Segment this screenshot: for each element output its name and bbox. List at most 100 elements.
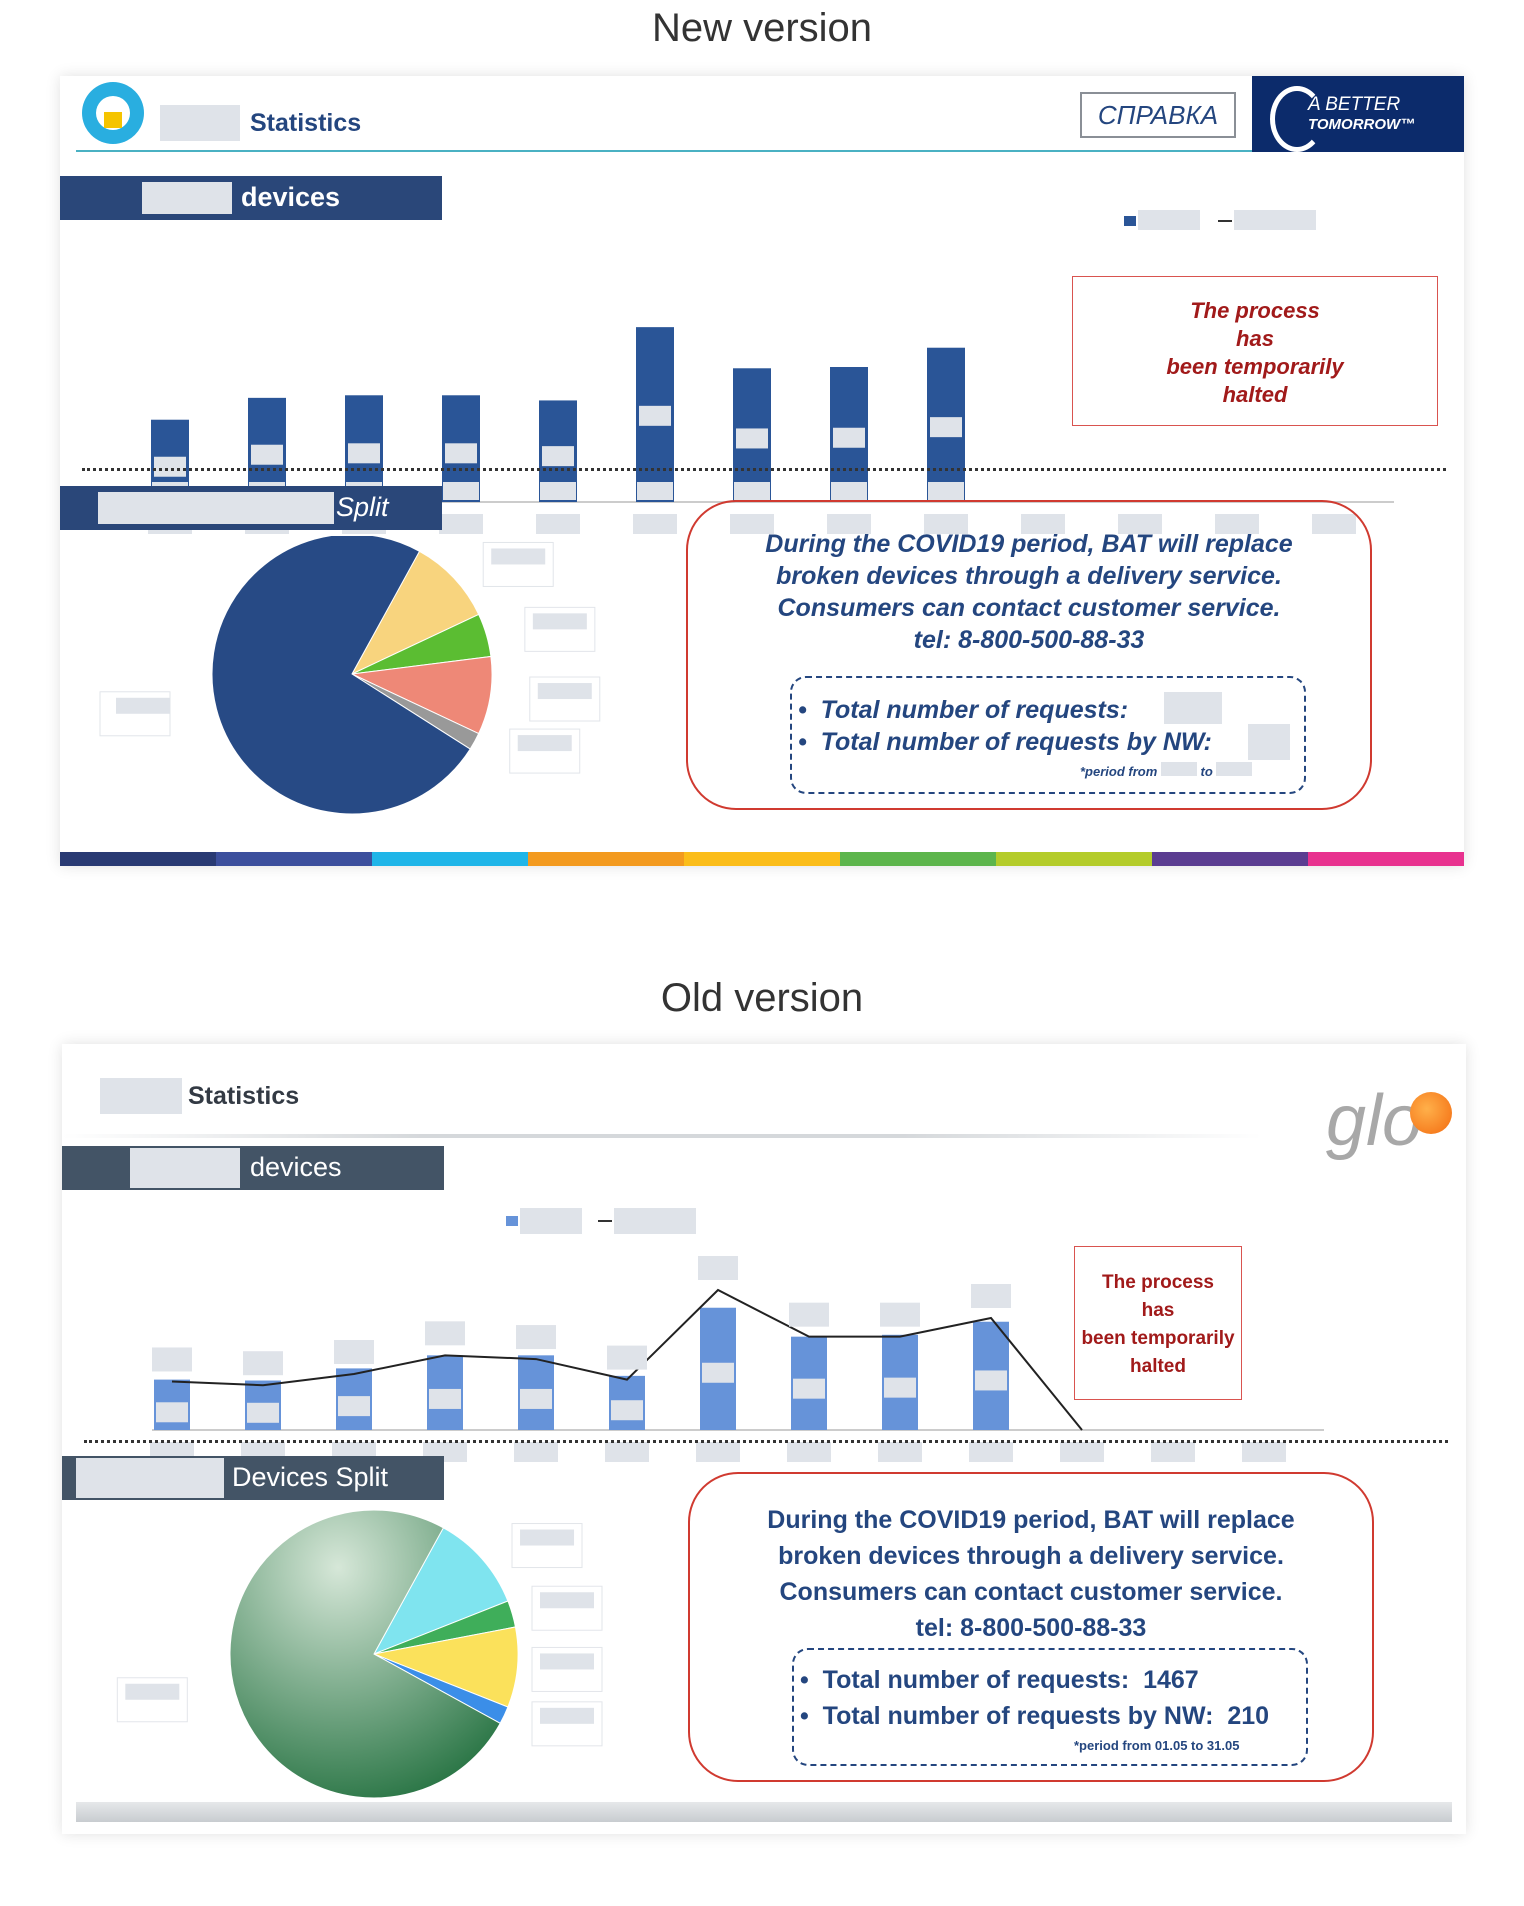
color-strip-segment bbox=[60, 852, 216, 866]
bar-value-label bbox=[429, 1388, 461, 1409]
x-tick-label bbox=[514, 1442, 558, 1462]
pie-label bbox=[537, 683, 592, 700]
x-tick-label bbox=[1021, 514, 1065, 534]
requests-line-1: • Total number of requests: bbox=[798, 696, 1129, 724]
color-strip-segment bbox=[996, 852, 1152, 866]
requests-value-1-redaction bbox=[1164, 692, 1222, 724]
bar-value-label bbox=[611, 1400, 643, 1421]
covid-line-4: tel: 8-800-500-88-33 bbox=[913, 626, 1145, 654]
x-tick-label bbox=[730, 514, 774, 534]
heading-old-version: Old version bbox=[660, 976, 864, 1020]
bar-value-label bbox=[930, 417, 962, 438]
old-legend-line-swatch bbox=[598, 1220, 612, 1222]
brand-line1: A BETTER bbox=[1308, 94, 1401, 115]
requests-line-2: • Total number of requests by NW: bbox=[798, 728, 1212, 756]
color-strip-segment bbox=[1308, 852, 1464, 866]
bar-value-label bbox=[540, 482, 576, 500]
old-slide-title: Statistics bbox=[188, 1082, 300, 1110]
title-redaction bbox=[160, 105, 240, 141]
bar-value-label bbox=[975, 1370, 1007, 1391]
x-tick-label bbox=[696, 1442, 740, 1462]
x-tick-label bbox=[1118, 514, 1162, 534]
old-period-note: *period from 01.05 to 31.05 bbox=[1074, 1738, 1240, 1753]
bar-value-label bbox=[736, 428, 768, 449]
spravka-label: СПРАВКА bbox=[1080, 92, 1236, 138]
bar-value-label bbox=[520, 1388, 552, 1409]
bar-value-label bbox=[443, 482, 479, 500]
pie-slice bbox=[372, 1626, 519, 1708]
requests-box: • Total number of requests: • Total numb… bbox=[790, 676, 1306, 794]
x-tick-label bbox=[633, 514, 677, 534]
old-title-divider bbox=[62, 1134, 1262, 1138]
old-legend-bar-label bbox=[520, 1208, 582, 1234]
covid-text: During the COVID19 period, BAT will repl… bbox=[688, 528, 1370, 656]
old-section-devices-title: devices bbox=[250, 1152, 342, 1182]
new-pie-chart bbox=[99, 536, 601, 815]
x-tick-label bbox=[439, 514, 483, 534]
covid-line-3: Consumers can contact customer service. bbox=[777, 594, 1281, 622]
old-section-devices-header: devices bbox=[62, 1146, 444, 1190]
halted-notice: The process has been temporarily halted bbox=[1072, 276, 1438, 426]
pie-label bbox=[491, 548, 546, 565]
pie-label bbox=[540, 1592, 594, 1609]
line-value-label bbox=[698, 1256, 738, 1280]
requests-value-2-redaction bbox=[1248, 724, 1290, 760]
legend-line-swatch bbox=[1218, 220, 1232, 222]
old-covid-line-4: tel: 8-800-500-88-33 bbox=[915, 1614, 1147, 1642]
old-requests-line-2: • Total number of requests by NW: 210 bbox=[800, 1702, 1270, 1730]
halted-line-3: been temporarily bbox=[1166, 354, 1344, 379]
slide-title: Statistics bbox=[250, 109, 362, 137]
pie-slice bbox=[350, 655, 493, 735]
halted-line-1: The process bbox=[1190, 298, 1320, 323]
covid-line-1: During the COVID19 period, BAT will repl… bbox=[765, 530, 1293, 558]
covid-line-2: broken devices through a delivery servic… bbox=[776, 562, 1282, 590]
section-split-title: Split bbox=[336, 492, 389, 522]
old-covid-line-1: During the COVID19 period, BAT will repl… bbox=[767, 1506, 1295, 1534]
period-note: *period from to bbox=[1080, 762, 1253, 779]
brand-line2: TOMORROW™ bbox=[1308, 116, 1416, 133]
old-section-split-title: Devices Split bbox=[232, 1462, 389, 1492]
x-tick-label bbox=[827, 514, 871, 534]
color-strip-segment bbox=[840, 852, 996, 866]
legend-bar-label bbox=[1138, 210, 1200, 230]
bar-value-label bbox=[639, 405, 671, 426]
bar-value-label bbox=[338, 1396, 370, 1417]
bar-value-label bbox=[251, 444, 283, 465]
brand-c-icon bbox=[1270, 86, 1324, 152]
pie-slice bbox=[229, 1509, 501, 1799]
old-covid-line-2: broken devices through a delivery servic… bbox=[778, 1542, 1284, 1570]
line-value-label bbox=[789, 1302, 829, 1327]
line-value-label bbox=[152, 1347, 192, 1372]
bar-value-label bbox=[833, 427, 865, 448]
section-devices-header: devices bbox=[60, 176, 442, 220]
title-divider bbox=[76, 150, 1256, 152]
bar-value-label bbox=[928, 482, 964, 500]
old-pie-chart bbox=[116, 1509, 603, 1799]
bar-value-label bbox=[247, 1402, 279, 1423]
series-line bbox=[171, 1288, 1083, 1431]
line-value-label bbox=[607, 1345, 647, 1370]
bar-value-label bbox=[793, 1378, 825, 1399]
bar-value-label bbox=[542, 446, 574, 467]
heading-new-version: New version bbox=[651, 6, 873, 50]
x-tick-label bbox=[787, 1442, 831, 1462]
color-strip-segment bbox=[372, 852, 528, 866]
x-tick-label bbox=[605, 1442, 649, 1462]
old-title-redaction bbox=[100, 1078, 182, 1114]
bar-value-label bbox=[884, 1377, 916, 1398]
line-value-label bbox=[425, 1321, 465, 1346]
x-tick-label bbox=[878, 1442, 922, 1462]
x-tick-label bbox=[1215, 514, 1259, 534]
old-requests-value-1: 1467 bbox=[1143, 1666, 1199, 1694]
section-split-header: Split bbox=[60, 486, 442, 530]
x-tick-label bbox=[1242, 1442, 1286, 1462]
old-bar-chart bbox=[150, 1256, 1324, 1462]
bar-value-label bbox=[348, 443, 380, 464]
bar-value-label bbox=[156, 1402, 188, 1423]
pie-label bbox=[116, 697, 170, 714]
x-tick-label bbox=[536, 514, 580, 534]
old-legend-bar-swatch bbox=[506, 1216, 518, 1226]
color-strip-segment bbox=[1152, 852, 1308, 866]
brand-logo: A BETTER TOMORROW™ bbox=[1252, 76, 1464, 152]
covid-info-box: During the COVID19 period, BAT will repl… bbox=[686, 500, 1372, 810]
